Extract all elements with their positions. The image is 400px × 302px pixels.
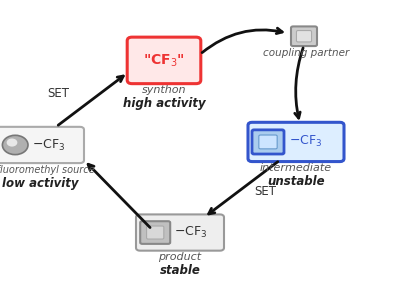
- Text: high activity: high activity: [123, 97, 205, 110]
- FancyBboxPatch shape: [127, 37, 201, 84]
- Text: $-$CF$_3$: $-$CF$_3$: [289, 134, 322, 149]
- Circle shape: [7, 139, 17, 146]
- Text: $-$CF$_3$: $-$CF$_3$: [174, 225, 207, 240]
- FancyBboxPatch shape: [146, 226, 164, 239]
- FancyBboxPatch shape: [136, 214, 224, 251]
- Circle shape: [2, 135, 28, 155]
- FancyBboxPatch shape: [0, 127, 84, 163]
- Text: synthon: synthon: [142, 85, 186, 95]
- Text: $-$CF$_3$: $-$CF$_3$: [32, 137, 65, 153]
- FancyBboxPatch shape: [140, 221, 170, 244]
- Text: intermediate: intermediate: [260, 163, 332, 173]
- FancyBboxPatch shape: [259, 135, 277, 149]
- FancyBboxPatch shape: [291, 26, 317, 46]
- Text: unstable: unstable: [267, 175, 325, 188]
- Text: stable: stable: [160, 264, 200, 277]
- Text: product: product: [158, 252, 202, 262]
- Text: "CF$_3$": "CF$_3$": [143, 52, 185, 69]
- FancyBboxPatch shape: [248, 122, 344, 162]
- Text: SET: SET: [254, 185, 276, 198]
- FancyBboxPatch shape: [252, 130, 284, 154]
- Text: coupling partner: coupling partner: [263, 48, 349, 58]
- Text: low activity: low activity: [2, 177, 78, 190]
- Text: trifluoromethyl source: trifluoromethyl source: [0, 165, 94, 175]
- Text: SET: SET: [47, 87, 69, 100]
- FancyBboxPatch shape: [296, 31, 312, 42]
